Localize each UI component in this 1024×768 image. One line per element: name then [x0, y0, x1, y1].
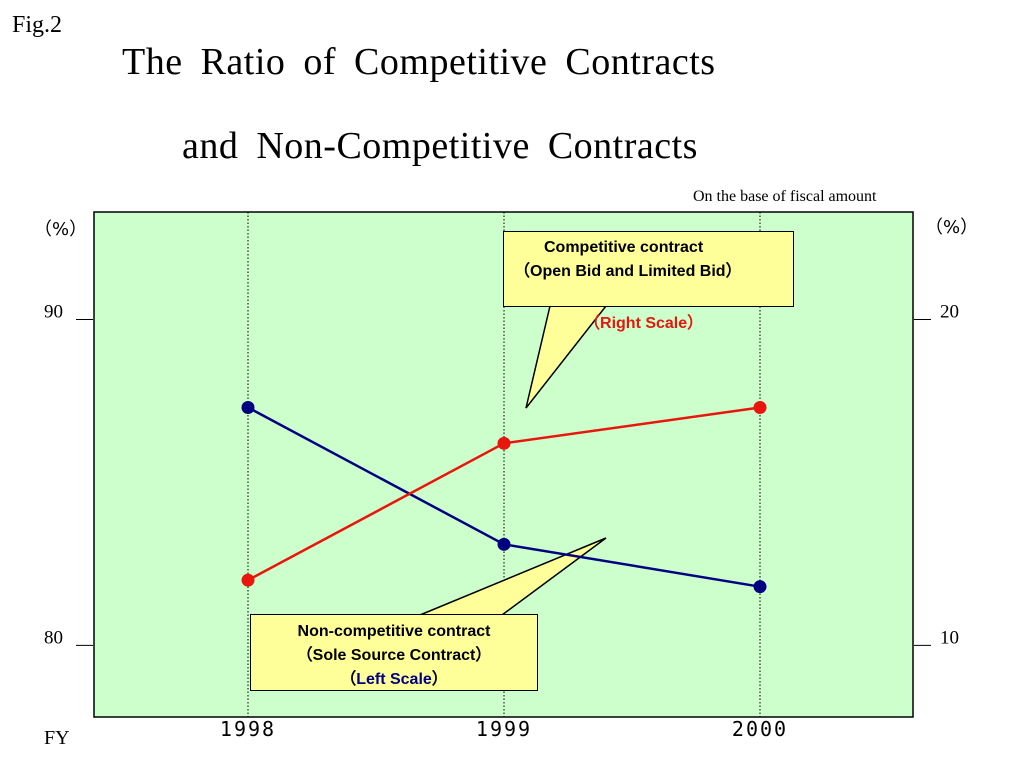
basis-note: On the base of fiscal amount: [693, 188, 877, 205]
competitive-point-1998: [241, 573, 255, 587]
competitive-callout: Competitive contract （Open Bid and Limit…: [503, 231, 794, 332]
non-competitive-callout: Non-competitive contract （Sole Source Co…: [250, 614, 538, 691]
left-axis-unit: （%）: [34, 219, 88, 240]
x-tick-label-2000: 2000: [732, 717, 788, 741]
right-tick-label-20: 20: [940, 302, 959, 323]
axis-ticks: 80 90 10 20 1998 1999 2000: [44, 302, 959, 741]
series-points: [241, 400, 767, 594]
x-tick-label-1999: 1999: [476, 717, 532, 741]
x-tick-label-1998: 1998: [220, 717, 276, 741]
competitive-callout-title: Competitive contract: [544, 239, 704, 256]
left-tick-label-80: 80: [44, 627, 63, 648]
competitive-point-1999: [497, 436, 511, 450]
chart-title-line-1: The Ratio of Competitive Contracts: [122, 41, 716, 83]
non-competitive-point-2000: [753, 580, 767, 594]
left-tick-label-90: 90: [44, 302, 63, 323]
right-axis-unit: （%）: [925, 217, 979, 238]
competitive-callout-subtitle: （Open Bid and Limited Bid）: [514, 263, 742, 280]
non-competitive-callout-subtitle: （Sole Source Contract）: [296, 647, 492, 664]
non-competitive-callout-title: Non-competitive contract: [297, 623, 491, 640]
competitive-callout-scale: （Right Scale）: [584, 315, 704, 332]
non-competitive-callout-scale: （Left Scale）: [340, 671, 448, 688]
non-competitive-point-1998: [241, 400, 255, 414]
figure-label: Fig.2: [12, 12, 63, 38]
right-tick-label-10: 10: [940, 627, 959, 648]
non-competitive-point-1999: [497, 537, 511, 551]
x-axis-label: FY: [44, 727, 70, 749]
chart-title-line-2: and Non-Competitive Contracts: [182, 125, 698, 167]
competitive-point-2000: [753, 400, 767, 414]
